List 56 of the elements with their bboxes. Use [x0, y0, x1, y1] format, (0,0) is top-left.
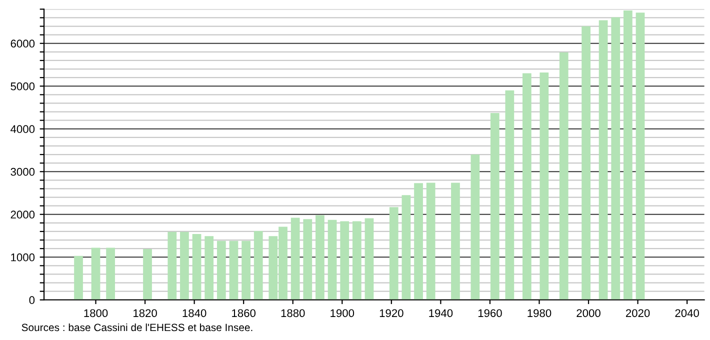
y-tick-label: 0	[29, 296, 35, 304]
bar	[340, 221, 350, 300]
y-tick-label: 4000	[10, 125, 35, 134]
bar	[254, 231, 263, 300]
bar	[389, 207, 398, 300]
y-tick-label: 2000	[10, 210, 35, 219]
bar	[328, 220, 337, 300]
bar	[216, 240, 226, 300]
bar	[143, 249, 152, 300]
source-note: Sources : base Cassini de l'EHESS et base Insee.	[22, 323, 252, 332]
bar	[106, 248, 115, 300]
bar	[192, 234, 202, 300]
bar	[522, 73, 532, 300]
bar	[364, 218, 374, 300]
bar	[540, 72, 549, 300]
bar	[490, 113, 500, 300]
y-tick-label: 5000	[10, 82, 35, 90]
bar	[303, 219, 312, 300]
x-tick-label: 1900	[330, 309, 354, 318]
bar	[229, 240, 238, 300]
x-tick-label: 2000	[576, 309, 600, 318]
x-tick-label: 1960	[478, 309, 502, 318]
x-tick-label: 1920	[380, 309, 404, 318]
x-tick-label: 1800	[84, 309, 108, 318]
bar	[316, 215, 324, 300]
bar	[414, 183, 423, 300]
bar	[451, 182, 460, 300]
x-tick-label: 2020	[626, 309, 650, 318]
bar	[611, 17, 620, 300]
y-tick-label: 6000	[10, 40, 35, 48]
bar	[426, 182, 436, 300]
y-tick-label: 3000	[10, 168, 35, 176]
bar	[402, 195, 411, 300]
bar	[180, 232, 189, 300]
bar	[74, 256, 83, 300]
bar	[582, 26, 590, 300]
x-tick-label: 1880	[281, 309, 305, 318]
bar	[242, 240, 250, 300]
bar	[470, 154, 480, 300]
bar	[168, 232, 177, 300]
bar	[505, 90, 514, 300]
x-tick-label: 1980	[528, 309, 552, 318]
x-tick-label: 2040	[675, 309, 699, 318]
bar	[559, 52, 568, 300]
x-tick-label: 1940	[429, 309, 453, 318]
x-tick-label: 1860	[232, 309, 256, 318]
x-tick-label: 1840	[182, 309, 206, 318]
bar	[352, 221, 362, 300]
x-tick-label: 1820	[134, 309, 157, 318]
bar	[91, 248, 100, 300]
bar	[290, 218, 300, 300]
bar	[598, 20, 608, 300]
bar	[204, 236, 214, 300]
y-tick-label: 1000	[11, 253, 35, 262]
bar	[636, 12, 645, 300]
bar	[624, 10, 632, 300]
